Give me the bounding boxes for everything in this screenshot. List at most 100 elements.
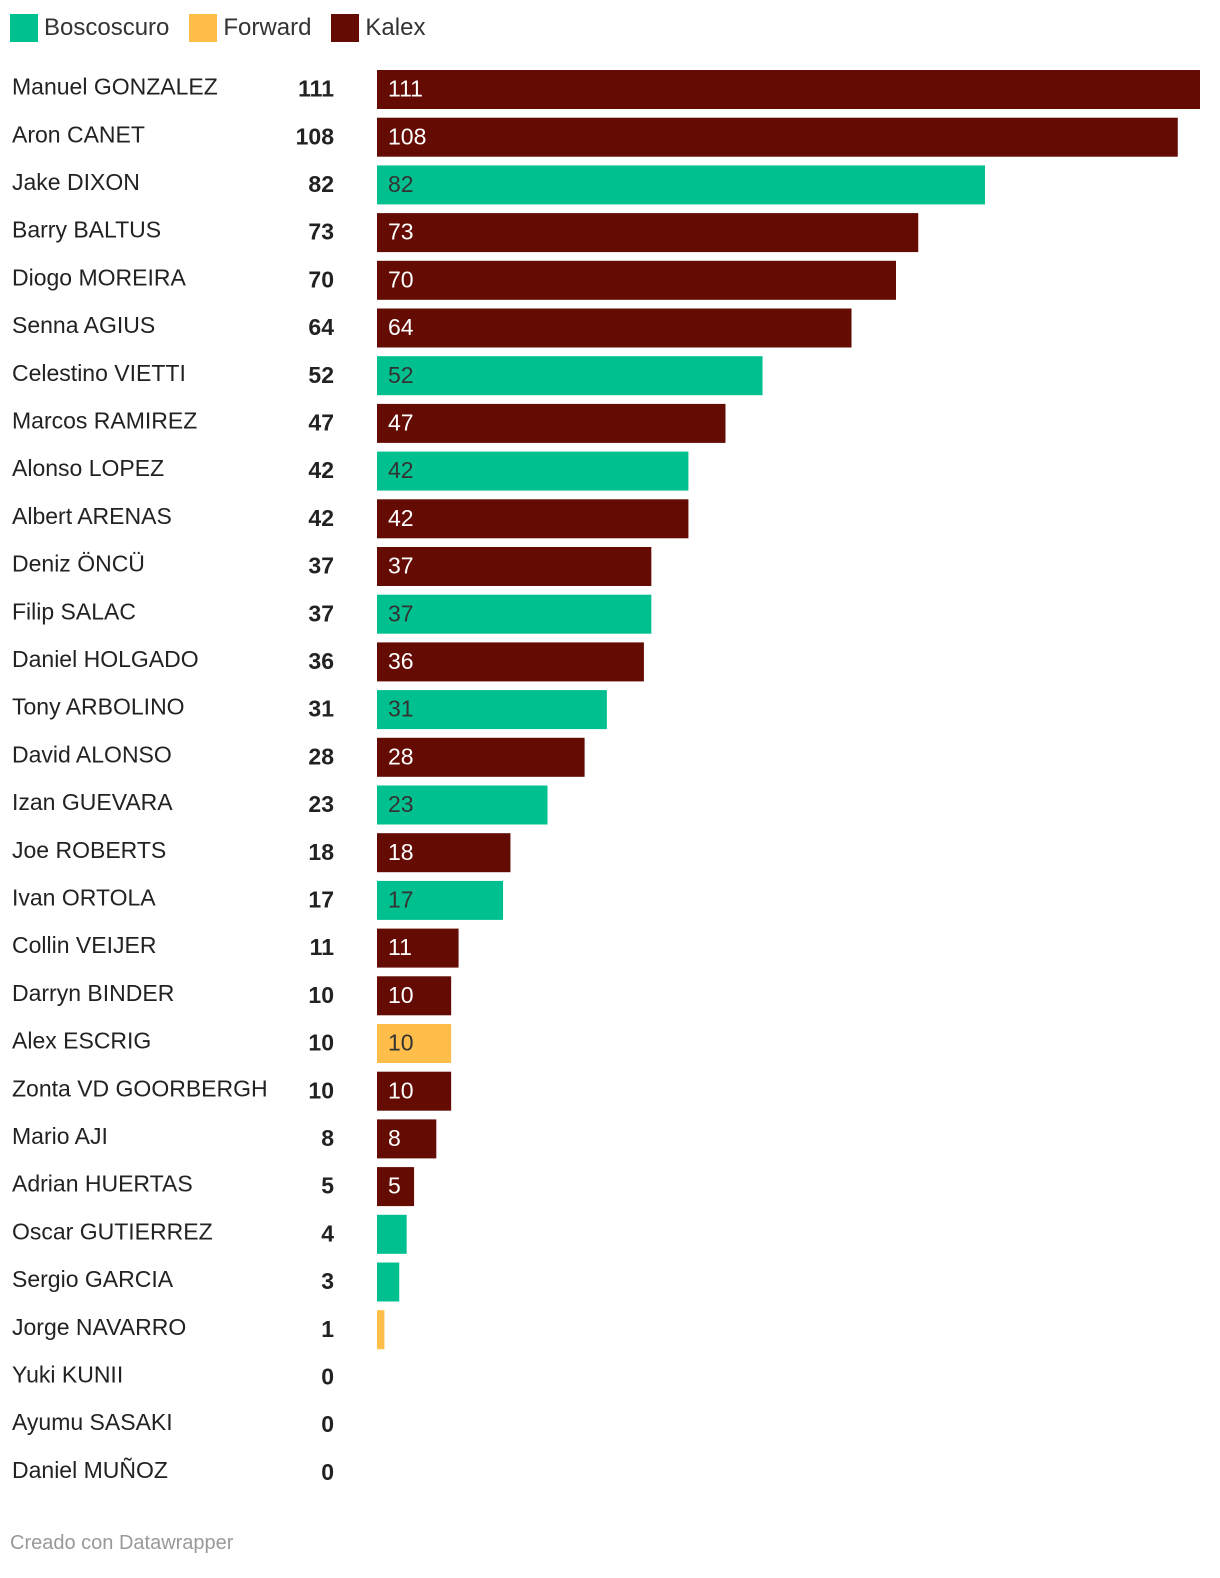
bar-label-izan-guevara: 23 <box>388 791 414 817</box>
bar-zonta-vd-goorbergh <box>377 1071 452 1111</box>
rider-label-ayumu-sasaki: Ayumu SASAKI <box>12 1409 173 1435</box>
bar-collin-veijer <box>377 928 459 968</box>
bar-izan-guevara <box>377 785 548 825</box>
legend-item-boscoscuro: Boscoscuro <box>10 14 169 42</box>
bar-label-mario-aji: 8 <box>388 1125 401 1151</box>
bar-adrian-huertas <box>377 1167 415 1207</box>
value-label-joe-roberts: 18 <box>308 839 334 865</box>
bar-marcos-ramirez <box>377 403 726 443</box>
rider-label-manuel-gonzalez: Manuel GONZALEZ <box>12 74 218 100</box>
bar-daniel-holgado <box>377 642 644 682</box>
rider-label-jorge-navarro: Jorge NAVARRO <box>12 1314 186 1340</box>
bar-label-david-alonso: 28 <box>388 743 414 769</box>
bar-label-celestino-vietti: 52 <box>388 362 414 388</box>
value-label-darryn-binder: 10 <box>308 982 334 1008</box>
bar-label-jake-dixon: 82 <box>388 171 414 197</box>
rider-label-darryn-binder: Darryn BINDER <box>12 980 174 1006</box>
legend: Boscoscuro Forward Kalex <box>10 12 445 44</box>
bar-alonso-lopez <box>377 451 689 491</box>
bar-diogo-moreira <box>377 260 897 300</box>
legend-label-boscoscuro: Boscoscuro <box>44 14 170 41</box>
value-label-collin-veijer: 11 <box>310 934 335 960</box>
value-label-jake-dixon: 82 <box>308 171 334 197</box>
value-label-alex-escrig: 10 <box>308 1030 334 1056</box>
rider-label-alex-escrig: Alex ESCRIG <box>12 1028 151 1054</box>
value-label-marcos-ramirez: 47 <box>308 409 334 435</box>
value-label-manuel-gonzalez: 111 <box>298 76 334 102</box>
rider-label-daniel-holgado: Daniel HOLGADO <box>12 646 199 672</box>
rider-label-celestino-vietti: Celestino VIETTI <box>12 360 186 386</box>
value-label-adrian-huertas: 5 <box>321 1173 334 1199</box>
bar-barry-baltus <box>377 213 919 253</box>
bar-oscar-gutierrez <box>377 1214 407 1254</box>
bar-label-albert-arenas: 42 <box>388 505 414 531</box>
value-label-zonta-vd-goorbergh: 10 <box>308 1077 334 1103</box>
rider-label-alonso-lopez: Alonso LOPEZ <box>12 455 164 481</box>
bar-label-zonta-vd-goorbergh: 10 <box>388 1077 414 1103</box>
bar-darryn-binder <box>377 976 452 1016</box>
rider-label-senna-agius: Senna AGIUS <box>12 312 155 338</box>
bar-label-darryn-binder: 10 <box>388 982 414 1008</box>
rider-label-marcos-ramirez: Marcos RAMIREZ <box>12 407 197 433</box>
bar-alex-escrig <box>377 1024 452 1063</box>
bar-senna-agius <box>377 308 852 348</box>
value-label-izan-guevara: 23 <box>308 791 334 817</box>
bar-joe-roberts <box>377 833 511 873</box>
rider-label-albert-arenas: Albert ARENAS <box>12 503 172 529</box>
rider-label-oscar-gutierrez: Oscar GUTIERREZ <box>12 1218 213 1244</box>
rider-label-jake-dixon: Jake DIXON <box>12 169 140 195</box>
value-label-ivan-ortola: 17 <box>308 886 334 912</box>
value-label-mario-aji: 8 <box>321 1125 334 1151</box>
value-label-albert-arenas: 42 <box>308 505 334 531</box>
value-label-deniz-oncu: 37 <box>308 553 334 579</box>
value-label-diogo-moreira: 70 <box>308 266 334 292</box>
value-label-ayumu-sasaki: 0 <box>321 1411 334 1437</box>
bar-david-alonso <box>377 737 585 777</box>
bar-sergio-garcia <box>377 1262 400 1302</box>
rider-label-zonta-vd-goorbergh: Zonta VD GOORBERGH <box>12 1075 268 1101</box>
bar-label-joe-roberts: 18 <box>388 839 414 865</box>
rider-label-ivan-ortola: Ivan ORTOLA <box>12 884 156 910</box>
rider-label-collin-veijer: Collin VEIJER <box>12 932 156 958</box>
bar-label-alex-escrig: 10 <box>388 1030 414 1056</box>
rider-label-joe-roberts: Joe ROBERTS <box>12 837 166 863</box>
rider-label-yuki-kunii: Yuki KUNII <box>12 1361 123 1387</box>
rider-label-mario-aji: Mario AJI <box>12 1123 108 1149</box>
bar-label-collin-veijer: 11 <box>388 934 412 960</box>
rider-label-filip-salac: Filip SALAC <box>12 598 136 624</box>
bar-label-aron-canet: 108 <box>388 123 426 149</box>
rider-label-tony-arbolino: Tony ARBOLINO <box>12 694 185 720</box>
footer-credit: Creado con Datawrapper <box>10 1532 234 1554</box>
rider-label-adrian-huertas: Adrian HUERTAS <box>12 1171 193 1197</box>
rider-label-aron-canet: Aron CANET <box>12 121 145 147</box>
bar-label-tony-arbolino: 31 <box>388 696 414 722</box>
rider-label-daniel-munoz: Daniel MUÑOZ <box>12 1457 168 1483</box>
bar-celestino-vietti <box>377 356 763 396</box>
rider-label-izan-guevara: Izan GUEVARA <box>12 789 173 815</box>
bar-label-deniz-oncu: 37 <box>388 553 414 579</box>
bar-label-marcos-ramirez: 47 <box>388 409 414 435</box>
value-label-tony-arbolino: 31 <box>308 696 334 722</box>
value-label-sergio-garcia: 3 <box>321 1268 334 1294</box>
bar-label-senna-agius: 64 <box>388 314 414 340</box>
bar-label-daniel-holgado: 36 <box>388 648 414 674</box>
rider-label-deniz-oncu: Deniz ÖNCÜ <box>12 551 145 577</box>
rider-label-sergio-garcia: Sergio GARCIA <box>12 1266 174 1292</box>
value-label-jorge-navarro: 1 <box>321 1316 334 1342</box>
value-label-yuki-kunii: 0 <box>321 1363 334 1389</box>
bar-filip-salac <box>377 594 652 634</box>
rider-label-diogo-moreira: Diogo MOREIRA <box>12 264 186 290</box>
bar-jake-dixon <box>377 165 985 205</box>
value-label-daniel-munoz: 0 <box>321 1459 334 1485</box>
value-label-daniel-holgado: 36 <box>308 648 334 674</box>
bar-jorge-navarro <box>377 1310 385 1350</box>
legend-swatch-kalex <box>331 14 360 42</box>
bar-manuel-gonzalez <box>377 70 1200 109</box>
bar-label-alonso-lopez: 42 <box>388 457 414 483</box>
legend-item-forward: Forward <box>189 14 311 42</box>
bar-label-adrian-huertas: 5 <box>388 1173 401 1199</box>
bar-aron-canet <box>377 117 1178 157</box>
value-label-alonso-lopez: 42 <box>308 457 334 483</box>
bar-deniz-oncu <box>377 547 652 586</box>
